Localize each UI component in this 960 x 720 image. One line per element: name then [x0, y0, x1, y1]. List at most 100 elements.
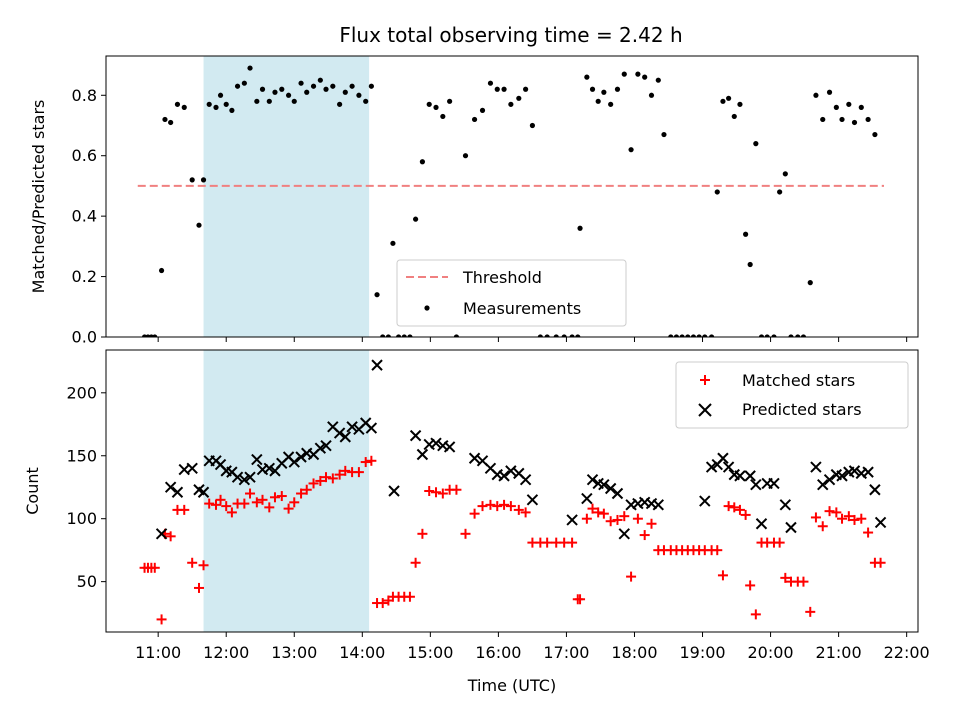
matched-stars-point: [513, 504, 524, 515]
legend: Matched stars Predicted stars: [675, 361, 909, 429]
predicted-stars-point: [388, 485, 400, 497]
predicted-stars-point: [618, 528, 630, 540]
matched-stars-point: [469, 508, 480, 519]
shaded-observing-span: [203, 350, 370, 632]
matched-stars-point: [542, 537, 553, 548]
measurement-point: [628, 147, 634, 153]
measurement-point: [771, 334, 777, 337]
measurement-point: [601, 89, 607, 95]
predicted-stars-point: [862, 466, 874, 478]
measurement-point: [401, 334, 407, 337]
measurement-point: [337, 101, 343, 107]
measurement-point: [621, 71, 627, 77]
measurement-point: [285, 92, 292, 98]
matched-stars-point: [712, 545, 723, 556]
x-tick-label: 22:00: [884, 643, 930, 662]
y-tick-label: 0.2: [72, 267, 97, 286]
measurement-point: [317, 77, 323, 83]
matched-stars-point: [849, 514, 860, 525]
measurement-point: [747, 261, 753, 268]
top-panel: 0.0 0.2 0.4 0.6 0.8 Matched/Predicted stars Th…: [29, 55, 919, 347]
measurement-point: [304, 89, 310, 95]
measurement-point: [642, 74, 648, 80]
legend-matched-label: Matched stars: [742, 371, 855, 390]
measurement-point: [217, 92, 224, 98]
x-tick-label: 17:00: [543, 643, 589, 662]
plot-area: [139, 350, 887, 632]
predicted-stars-point: [320, 439, 332, 452]
measurement-point: [462, 153, 469, 159]
matched-stars-point: [750, 609, 761, 620]
legend-measurements-swatch: [424, 305, 430, 311]
predicted-stars-point: [581, 492, 593, 505]
x-tick-label: 21:00: [816, 643, 862, 662]
measurement-point: [254, 98, 260, 104]
measurement-point: [380, 334, 386, 337]
measurement-point: [479, 107, 486, 113]
measurement-point: [839, 116, 845, 123]
predicted-stars-point: [699, 495, 711, 507]
predicted-stars-point: [295, 451, 307, 463]
measurement-point: [413, 216, 419, 222]
matched-stars-point: [460, 528, 471, 539]
matched-stars-point: [179, 504, 190, 515]
measurement-point: [390, 240, 396, 246]
matched-stars-point: [308, 478, 319, 489]
matched-stars-point: [215, 494, 226, 505]
y-axis-label: Count: [23, 467, 42, 515]
matched-stars-point: [264, 502, 275, 513]
matched-stars-point: [575, 594, 586, 605]
predicted-stars-point: [197, 486, 210, 498]
measurement-point: [487, 80, 494, 86]
matched-stars-point: [377, 598, 388, 609]
matched-stars-point: [437, 488, 448, 499]
measurement-point: [795, 334, 801, 337]
matched-stars-point: [451, 484, 462, 495]
measurement-point: [158, 267, 165, 274]
x-tick-label: 12:00: [203, 643, 249, 662]
predicted-stars-point: [750, 478, 762, 491]
legend: Threshold Measurements: [396, 259, 627, 327]
measurement-point: [648, 92, 655, 98]
predicted-stars-point: [238, 473, 251, 486]
matched-stars-point: [824, 506, 835, 517]
measurement-point: [865, 116, 871, 123]
matched-stars-point: [187, 557, 198, 568]
matched-stars-point: [843, 511, 854, 522]
predicted-stars-point: [498, 470, 510, 482]
measurement-point: [395, 334, 402, 337]
measurement-point: [342, 89, 348, 95]
matched-stars-point: [424, 486, 435, 496]
predicted-stars-point: [371, 359, 383, 371]
predicted-stars-point: [836, 470, 848, 482]
measurement-point: [685, 334, 691, 337]
measurement-point: [690, 334, 697, 337]
matched-stars-point: [632, 513, 643, 524]
legend-measurements-label: Measurements: [463, 299, 581, 318]
matched-stars-point: [276, 491, 287, 502]
predicted-stars-point: [586, 473, 599, 486]
measurement-point: [168, 119, 174, 126]
measurement-point: [782, 171, 788, 177]
measurement-point: [152, 334, 158, 337]
y-tick-label: 100: [66, 509, 97, 528]
measurement-point: [206, 101, 212, 107]
matched-stars-point: [149, 562, 160, 573]
measurement-point: [426, 101, 432, 107]
predicted-stars-point: [611, 487, 624, 500]
legend-box: [396, 259, 627, 327]
matched-stars-point: [745, 580, 756, 591]
matched-stars-point: [366, 455, 377, 466]
measurement-point: [433, 104, 439, 110]
matched-stars-point: [321, 472, 332, 483]
measurement-point: [247, 65, 253, 71]
predicted-stars-point: [869, 484, 881, 496]
measurement-point: [544, 334, 550, 337]
measurement-point: [851, 119, 858, 126]
measurement-point: [614, 86, 621, 92]
matched-stars-point: [567, 537, 578, 548]
measurement-point: [529, 122, 536, 129]
measurement-point: [374, 292, 380, 298]
measurement-point: [279, 86, 285, 92]
measurement-point: [553, 334, 559, 337]
